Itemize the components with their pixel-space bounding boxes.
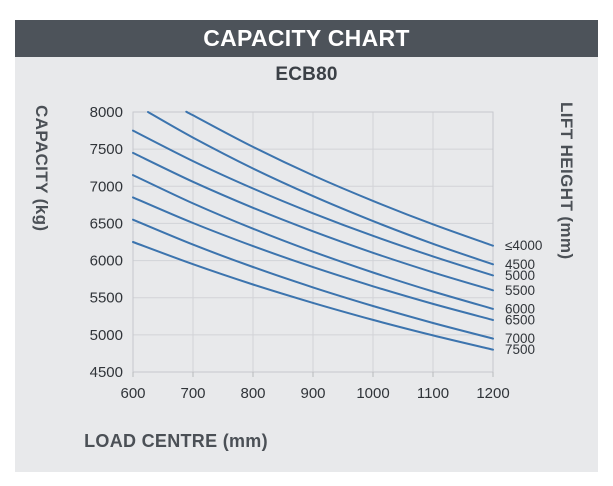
chart-title-bar: CAPACITY CHART [15,20,598,57]
x-tick-label: 1000 [356,385,389,402]
x-tick-label: 700 [180,385,205,402]
capacity-curve [132,129,494,277]
y-tick-label: 8000 [90,104,123,121]
x-tick-label: 900 [300,385,325,402]
y-tick-label: 5500 [90,290,123,307]
capacity-plot: 600 700 800 900 1000 1100 12004500500055006000… [90,104,543,402]
capacity-curve [132,151,494,292]
capacity-curve [147,111,494,266]
y-tick-label: 6000 [90,253,123,270]
chart-title: CAPACITY CHART [203,25,410,51]
lift-height-curve-label: 4500 [505,257,535,272]
model-title: ECB80 [275,64,338,85]
x-tick-label: 800 [240,385,265,402]
capacity-axis-label: CAPACITY (kg) [32,105,51,232]
y-tick-label: 5000 [90,327,123,344]
lift-height-curve-label: 6000 [505,301,535,316]
lift-height-curve-label: 6500 [505,313,535,328]
load-centre-axis-label: LOAD CENTRE (mm) [84,431,268,451]
lift-height-curve-label: ≤4000 [505,238,542,253]
y-tick-label: 7000 [90,178,123,195]
capacity-curve [132,241,494,351]
chart-content: ECB80 CAPACITY (kg) LIFT HEIGHT (mm) 600… [15,57,598,472]
y-tick-label: 6500 [90,215,123,232]
lift-height-axis-label: LIFT HEIGHT (mm) [557,102,576,260]
capacity-curve [132,196,494,321]
lift-height-curve-label: 5000 [505,268,535,283]
lift-height-curve-label: 5500 [505,283,535,298]
lift-height-curve-label: 7000 [505,331,535,346]
capacity-curve [185,110,494,247]
capacity-curve [132,218,494,340]
capacity-curve [132,174,494,310]
y-tick-label: 7500 [90,141,123,158]
lift-height-curve-label: 7500 [505,342,535,357]
x-tick-label: 1100 [417,385,449,402]
x-tick-label: 1200 [476,385,509,402]
x-tick-label: 600 [120,385,145,402]
y-tick-label: 4500 [90,364,123,381]
